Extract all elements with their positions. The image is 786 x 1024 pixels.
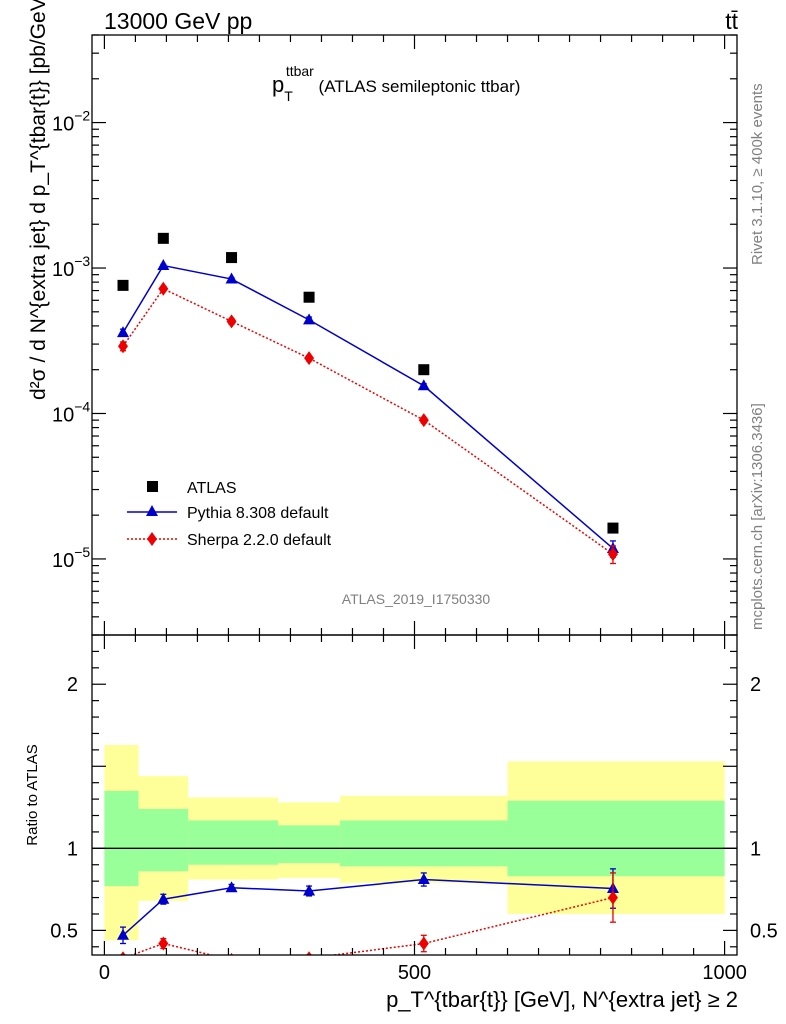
ratio-point-pythia-4: [417, 873, 430, 885]
point-pythia-1: [157, 259, 170, 271]
point-atlas-2: [226, 252, 238, 264]
ratio-point-pythia-3: [303, 884, 316, 896]
legend: ATLAS Pythia 8.308 default Sherpa 2.2.0 …: [127, 480, 332, 549]
ratio-band-green-2: [188, 820, 279, 865]
ratio-y-tick-label-left-2: 2: [67, 674, 78, 696]
legend-label-pythia: Pythia 8.308 default: [187, 505, 329, 522]
top-y-tick-labels: 10−5 10−4 10−3 10−2: [52, 108, 90, 572]
mcplots-reference-label: mcplots.cern.ch [arXiv:1306.3436]: [749, 403, 766, 630]
point-atlas-3: [303, 291, 315, 303]
ratio-point-sherpa-5: [607, 890, 618, 905]
point-sherpa-5: [607, 547, 618, 562]
plot-title-superscript: ttbar: [286, 63, 314, 79]
header-process-label: tt̄: [725, 8, 738, 34]
ratio-y-tick-label-left-0: 0.5: [50, 920, 78, 942]
top-y-tick-label-2: 10−3: [52, 253, 90, 281]
x-tick-label-0: 0: [99, 962, 110, 984]
point-atlas-4: [418, 364, 430, 376]
x-axis-label: p_T^{tbar{t}} [GeV], N^{extra jet} ≥ 2: [386, 987, 738, 1012]
x-tick-label-1: 500: [398, 962, 431, 984]
ratio-y-tick-label-right-2: 2: [750, 674, 761, 696]
point-atlas-5: [607, 522, 619, 534]
legend-label-atlas: ATLAS: [187, 480, 237, 497]
point-pythia-2: [225, 272, 238, 284]
series-line-pythia: [122, 264, 614, 550]
ratio-point-pythia-1: [157, 892, 170, 904]
ratio-band-green-1: [138, 808, 189, 872]
legend-marker-sherpa: [147, 532, 157, 546]
ratio-point-sherpa-1: [158, 936, 169, 951]
top-y-tick-label-3: 10−2: [52, 108, 90, 136]
plot-title-subscript: T: [284, 88, 293, 104]
legend-marker-atlas: [147, 481, 158, 492]
ratio-band-green-5: [507, 800, 725, 877]
point-atlas-0: [117, 279, 129, 291]
ratio-y-tick-label-right-1: 1: [750, 838, 761, 860]
legend-marker-pythia: [146, 505, 158, 516]
ratio-point-pythia-2: [225, 881, 238, 893]
ratio-band-green-3: [278, 825, 341, 864]
ratio-line-pythia: [122, 878, 613, 936]
ratio-y-tick-label-right-0: 0.5: [750, 920, 778, 942]
point-sherpa-4: [418, 413, 429, 428]
ratio-point-pythia-0: [117, 928, 130, 940]
legend-label-sherpa: Sherpa 2.2.0 default: [187, 532, 332, 549]
point-pythia-0: [117, 326, 130, 338]
ratio-uncertainty-bands: [104, 744, 725, 941]
point-sherpa-2: [226, 314, 237, 329]
ratio-y-tick-label-left-1: 1: [67, 838, 78, 860]
ratio-band-green-0: [104, 790, 139, 887]
top-y-tick-label-1: 10−4: [52, 398, 90, 426]
ratio-point-sherpa-4: [418, 936, 429, 951]
point-sherpa-0: [118, 339, 129, 354]
ratio-point-sherpa-0: [120, 951, 126, 955]
axis-ticks: [92, 34, 737, 955]
point-atlas-1: [157, 232, 169, 244]
ratio-tick-labels: 0.5 0.5 1 1 2 2 0 500 1000: [50, 674, 778, 984]
ratio-band-green-4: [340, 820, 508, 867]
top-panel-data: [117, 232, 619, 565]
top-y-tick-label-0: 10−5: [52, 544, 90, 572]
plot-title-rest: (ATLAS semileptonic ttbar): [314, 77, 521, 96]
point-pythia-4: [417, 379, 430, 391]
point-sherpa-3: [304, 351, 315, 366]
point-pythia-3: [303, 313, 316, 325]
series-line-sherpa: [122, 287, 614, 555]
rivet-version-label: Rivet 3.1.10, ≥ 400k events: [749, 83, 766, 265]
header-energy-label: 13000 GeV pp: [104, 8, 252, 34]
ratio-panel-data: [117, 868, 619, 955]
ratio-y-axis-label: Ratio to ATLAS: [24, 744, 41, 845]
plot-title-main: p: [272, 72, 284, 97]
ratio-point-sherpa-3: [306, 951, 312, 955]
x-tick-label-2: 1000: [702, 962, 747, 984]
plot-title: pTttbar (ATLAS semileptonic ttbar): [272, 63, 520, 104]
point-sherpa-1: [158, 281, 169, 296]
analysis-watermark: ATLAS_2019_I1750330: [342, 591, 491, 607]
top-y-axis-label: d²σ / d N^{extra jet} d p_T^{tbar{t}} [p…: [27, 0, 50, 400]
